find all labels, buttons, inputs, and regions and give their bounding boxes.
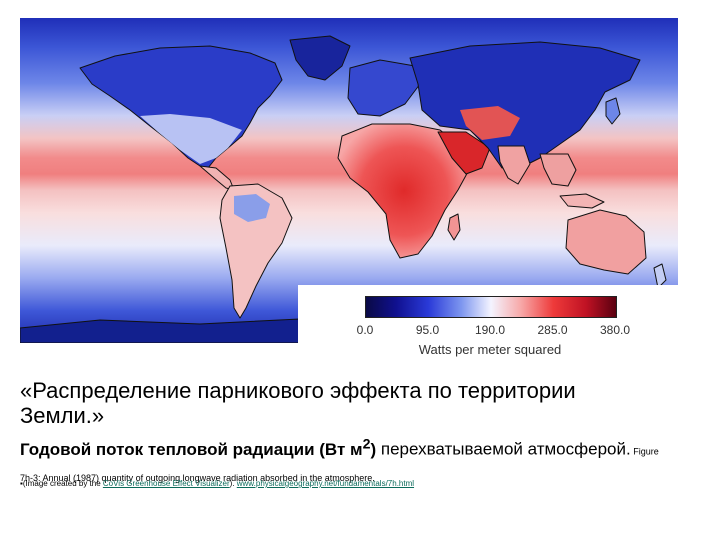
scale-tick-label: 95.0 (415, 323, 440, 337)
japan (605, 97, 621, 125)
southeast-asia (539, 153, 577, 187)
scale-tick-label: 0.0 (356, 323, 374, 337)
africa (337, 123, 471, 259)
indonesia (559, 193, 605, 209)
caption-subtitle-bold: Годовой поток тепловой радиации (Вт м2) (20, 436, 377, 459)
arabian-peninsula (437, 131, 491, 175)
caption-subtitle: Годовой поток тепловой радиации (Вт м2) … (20, 432, 660, 490)
australia (565, 209, 647, 275)
new-zealand (653, 263, 667, 289)
greenland (289, 35, 351, 81)
scale-tick-label: 190.0 (474, 323, 506, 337)
color-scale-bar (365, 296, 617, 318)
caption-subtitle-rest: перехватываемой атмосферой. (376, 439, 631, 459)
image-credit: ▪(Image created by the CoVis Greenhouse … (20, 479, 415, 488)
madagascar (447, 213, 461, 241)
south-america (219, 183, 293, 319)
asia (409, 41, 641, 169)
central-asia-desert (460, 106, 520, 140)
india (497, 145, 531, 185)
north-america-south (140, 114, 242, 164)
source-url-link[interactable]: www.physicalgeography.net/fundamentals/7… (236, 479, 415, 488)
europe (347, 59, 421, 117)
scale-tick-label: 380.0 (599, 323, 631, 337)
figure-note: Figure 7h-3: Annual (1987) quantity of o… (20, 446, 659, 483)
caption-title: «Распределение парникового эффекта по те… (20, 378, 576, 428)
scale-units-label: Watts per meter squared (418, 342, 562, 357)
scale-tick-label: 285.0 (537, 323, 568, 337)
covis-link[interactable]: CoVis Greenhouse Effect Visualizer (102, 479, 230, 488)
amazon-region (234, 194, 270, 222)
